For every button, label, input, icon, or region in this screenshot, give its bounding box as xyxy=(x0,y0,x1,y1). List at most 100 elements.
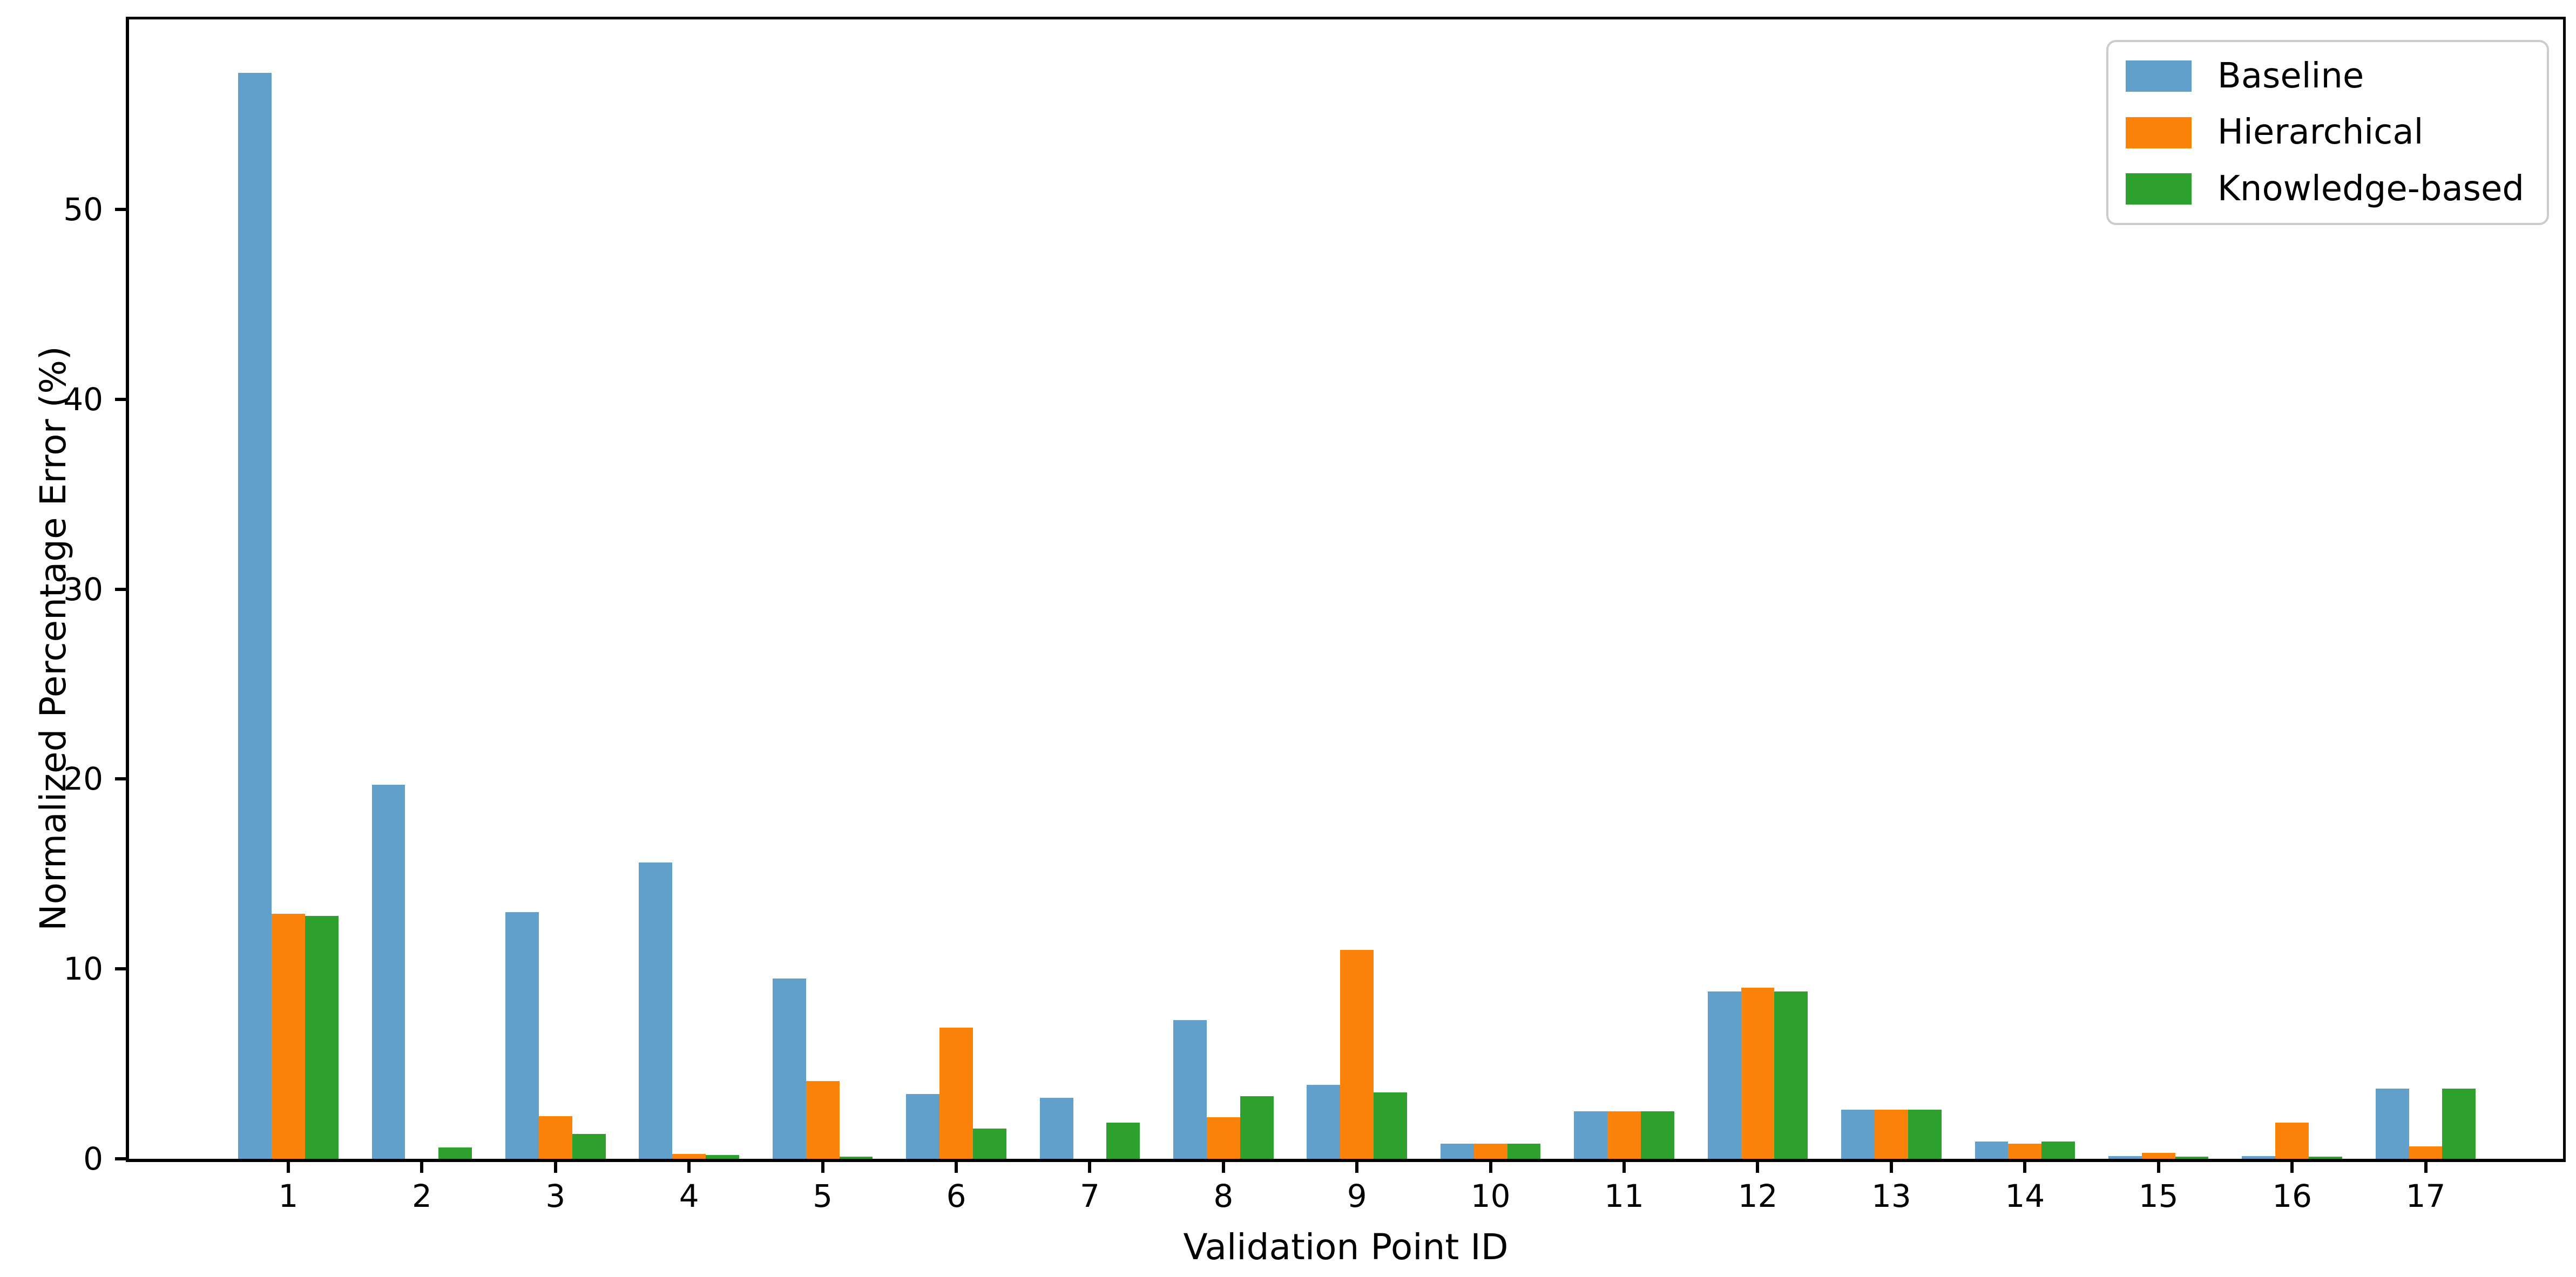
bar-group-13: 13 xyxy=(1824,19,1958,1212)
bar-hierarchical-15 xyxy=(2141,1153,2175,1159)
bar-group-8: 8 xyxy=(1157,19,1290,1212)
bar-hierarchical-8 xyxy=(1206,1117,1240,1159)
bar-baseline-2 xyxy=(371,784,405,1159)
x-tick-label-10: 10 xyxy=(1470,1178,1511,1214)
x-tick-mark-1 xyxy=(287,1162,290,1173)
bar-baseline-10 xyxy=(1440,1143,1474,1159)
legend-swatch-icon-baseline xyxy=(2125,60,2192,92)
bar-hierarchical-4 xyxy=(672,1154,706,1159)
bar-knowledge-based-6 xyxy=(972,1128,1006,1159)
bar-knowledge-based-5 xyxy=(839,1157,873,1159)
legend-swatch-icon-hierarchical xyxy=(2125,117,2192,148)
bar-knowledge-based-17 xyxy=(2442,1088,2476,1159)
bar-knowledge-based-4 xyxy=(706,1154,739,1159)
x-tick-mark-2 xyxy=(420,1162,424,1173)
bar-knowledge-based-10 xyxy=(1507,1143,1541,1159)
bar-hierarchical-3 xyxy=(538,1116,572,1159)
x-tick-label-4: 4 xyxy=(679,1178,699,1214)
x-tick-label-15: 15 xyxy=(2138,1178,2179,1214)
x-tick-mark-11 xyxy=(1622,1162,1626,1173)
legend-entry-hierarchical: Hierarchical xyxy=(2125,112,2524,153)
bar-baseline-13 xyxy=(1841,1109,1875,1159)
x-tick-label-8: 8 xyxy=(1213,1178,1234,1214)
bar-hierarchical-16 xyxy=(2275,1123,2309,1159)
x-tick-label-7: 7 xyxy=(1079,1178,1100,1214)
y-tick-0: 0 xyxy=(83,1143,129,1174)
bar-knowledge-based-9 xyxy=(1374,1092,1408,1159)
bar-knowledge-based-15 xyxy=(2175,1157,2209,1159)
bar-group-3: 3 xyxy=(489,19,622,1212)
y-tick-30: 30 xyxy=(63,574,129,605)
x-tick-label-1: 1 xyxy=(278,1178,299,1214)
bar-hierarchical-10 xyxy=(1473,1143,1507,1159)
x-tick-label-3: 3 xyxy=(545,1178,566,1214)
x-tick-mark-17 xyxy=(2424,1162,2428,1173)
y-tick-50: 50 xyxy=(63,194,129,225)
x-tick-mark-10 xyxy=(1489,1162,1492,1173)
bar-knowledge-based-16 xyxy=(2309,1157,2342,1159)
bar-hierarchical-5 xyxy=(806,1081,840,1159)
y-axis-label: Normalized Percentage Error (%) xyxy=(32,346,74,931)
legend-label-baseline: Baseline xyxy=(2217,56,2364,96)
x-tick-label-16: 16 xyxy=(2272,1178,2312,1214)
legend: Baseline Hierarchical Knowledge-based xyxy=(2106,40,2549,226)
bar-baseline-3 xyxy=(505,912,539,1159)
x-tick-label-12: 12 xyxy=(1737,1178,1778,1214)
x-tick-label-2: 2 xyxy=(411,1178,432,1214)
bar-baseline-11 xyxy=(1574,1111,1608,1159)
bar-hierarchical-9 xyxy=(1340,949,1374,1159)
y-tick-mark-10 xyxy=(115,967,126,971)
y-tick-mark-20 xyxy=(115,777,126,781)
bar-baseline-15 xyxy=(2108,1156,2142,1159)
bar-baseline-16 xyxy=(2242,1156,2276,1159)
bar-baseline-9 xyxy=(1307,1084,1341,1159)
bar-group-15: 15 xyxy=(2092,19,2225,1212)
y-tick-40: 40 xyxy=(63,384,129,415)
bar-knowledge-based-1 xyxy=(305,915,339,1159)
y-tick-label-40: 40 xyxy=(63,381,103,418)
bar-group-5: 5 xyxy=(756,19,889,1212)
bar-baseline-8 xyxy=(1173,1020,1207,1159)
bar-baseline-4 xyxy=(639,862,673,1159)
x-tick-label-9: 9 xyxy=(1347,1178,1367,1214)
x-tick-mark-3 xyxy=(553,1162,557,1173)
x-tick-label-13: 13 xyxy=(1871,1178,1911,1214)
legend-label-hierarchical: Hierarchical xyxy=(2217,112,2424,153)
bar-hierarchical-13 xyxy=(1874,1109,1908,1159)
bar-hierarchical-12 xyxy=(1741,988,1775,1159)
bar-baseline-5 xyxy=(772,978,806,1159)
x-tick-mark-15 xyxy=(2156,1162,2160,1173)
bar-groups: 1 2 3 4 5 6 7 8 9 10 11 12 13 14 15 16 17 xyxy=(129,19,2563,1212)
bar-hierarchical-11 xyxy=(1607,1111,1641,1159)
legend-entry-baseline: Baseline xyxy=(2125,56,2524,96)
x-tick-label-5: 5 xyxy=(813,1178,833,1214)
y-tick-20: 20 xyxy=(63,763,129,794)
bar-knowledge-based-12 xyxy=(1774,991,1808,1159)
bar-hierarchical-6 xyxy=(939,1028,973,1159)
x-tick-mark-7 xyxy=(1088,1162,1092,1173)
x-tick-mark-14 xyxy=(2023,1162,2027,1173)
bar-group-4: 4 xyxy=(623,19,756,1212)
x-tick-mark-5 xyxy=(821,1162,824,1173)
bar-group-7: 7 xyxy=(1023,19,1157,1212)
bar-group-14: 14 xyxy=(1958,19,2092,1212)
x-tick-mark-9 xyxy=(1355,1162,1359,1173)
y-tick-mark-50 xyxy=(115,207,126,211)
x-tick-mark-6 xyxy=(955,1162,958,1173)
x-tick-mark-16 xyxy=(2290,1162,2294,1173)
bar-group-6: 6 xyxy=(889,19,1023,1212)
x-tick-label-14: 14 xyxy=(2005,1178,2045,1214)
bar-hierarchical-14 xyxy=(2008,1143,2042,1159)
plot-area: 0 10 20 30 40 50 1 2 3 4 5 6 7 8 9 10 11 12 13 14 15 16 17 Ba… xyxy=(63,17,2566,1212)
bar-group-17: 17 xyxy=(2359,19,2492,1212)
bar-baseline-17 xyxy=(2375,1088,2409,1159)
legend-entry-knowledge-based: Knowledge-based xyxy=(2125,169,2524,208)
bar-baseline-6 xyxy=(906,1094,940,1159)
y-tick-mark-0 xyxy=(115,1157,126,1160)
bar-group-9: 9 xyxy=(1290,19,1424,1212)
legend-swatch-icon-knowledge-based xyxy=(2125,173,2192,205)
bar-knowledge-based-3 xyxy=(572,1134,606,1159)
bar-knowledge-based-7 xyxy=(1106,1123,1140,1159)
y-tick-label-50: 50 xyxy=(63,191,103,228)
